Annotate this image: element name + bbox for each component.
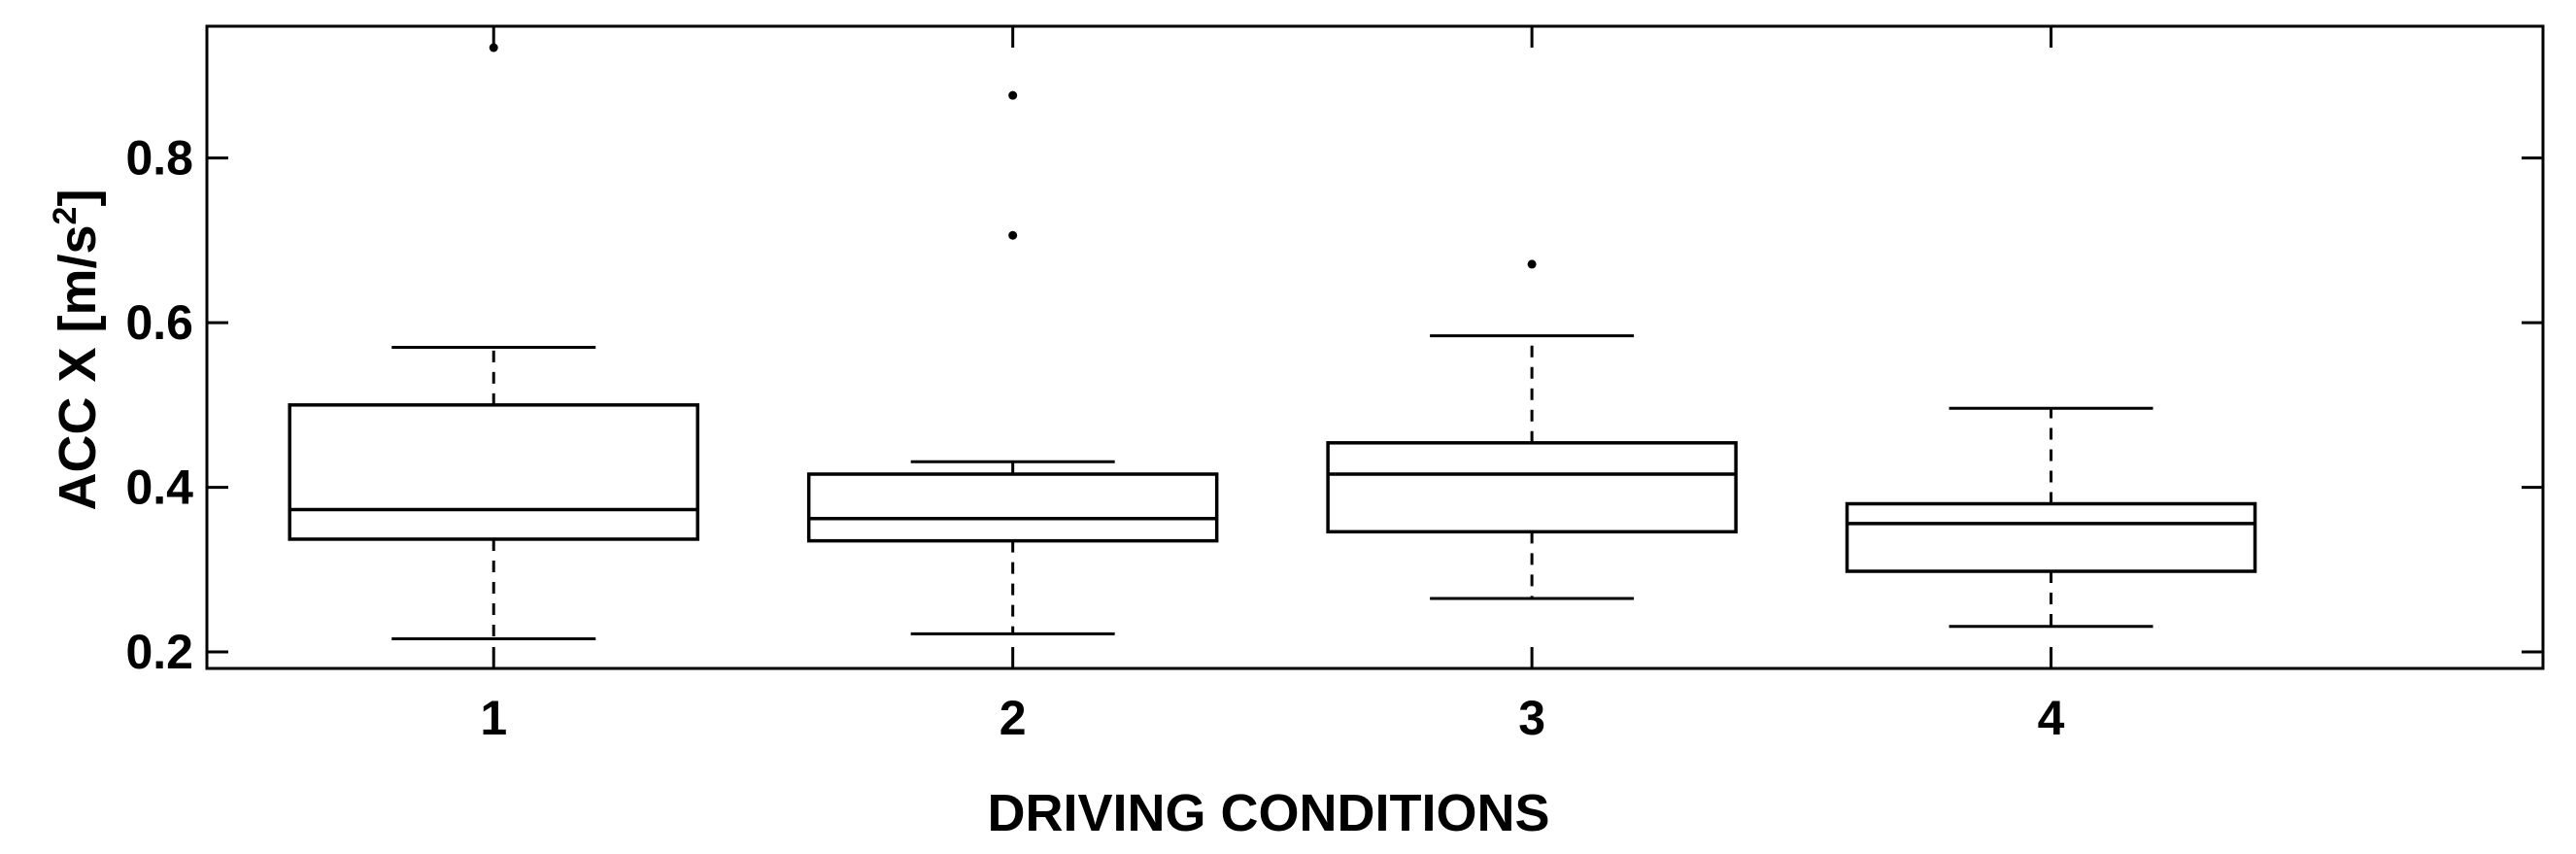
box-group-3 xyxy=(1326,259,1738,600)
box-group-2 xyxy=(806,90,1219,635)
outlier-point xyxy=(1008,230,1018,240)
y-tick-label: 0.2 xyxy=(125,625,193,679)
y-axis-title-suffix: ] xyxy=(49,189,107,207)
y-tick-label: 0.6 xyxy=(125,295,193,350)
iqr-box xyxy=(806,472,1219,543)
x-tick-label: 4 xyxy=(2038,691,2065,745)
outlier-point xyxy=(489,43,498,52)
y-axis-title-superscript: 2 xyxy=(47,207,84,225)
y-tick-label: 0.8 xyxy=(125,131,193,186)
x-tick-label: 2 xyxy=(1000,691,1027,745)
box-group-1 xyxy=(288,43,699,640)
box-group-4 xyxy=(1845,406,2257,629)
x-tick-label: 3 xyxy=(1518,691,1545,745)
outlier-point xyxy=(1008,90,1018,100)
y-tick-label: 0.4 xyxy=(125,461,193,515)
y-axis-title: ACC X [m/s2] xyxy=(47,189,107,511)
plot-area xyxy=(288,43,2257,640)
axes: 0.2 0.4 0.6 0.8 1 2 3 4 xyxy=(125,24,2545,745)
iqr-box xyxy=(288,403,699,541)
x-axis-title: DRIVING CONDITIONS xyxy=(987,784,1549,842)
y-axis-title-main: ACC X [m/s xyxy=(49,224,107,510)
outlier-point xyxy=(1527,259,1537,269)
iqr-box xyxy=(1326,441,1738,534)
iqr-box xyxy=(1845,501,2257,573)
x-tick-label: 1 xyxy=(480,691,507,745)
axes-frame xyxy=(205,24,2545,670)
